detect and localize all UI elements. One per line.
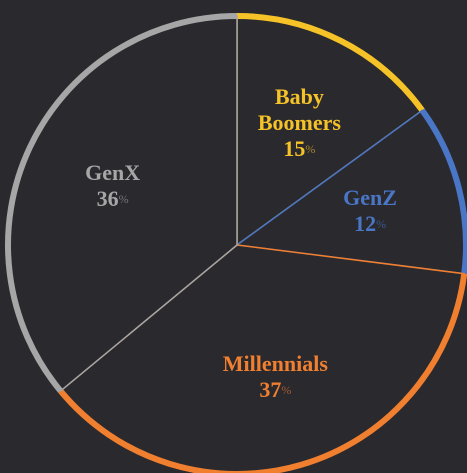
slice-label: GenZ 12% (305, 185, 435, 237)
value-label: 36% (48, 186, 178, 212)
slice-rim (58, 273, 467, 473)
slice-rim (419, 108, 467, 275)
slice-rim (236, 13, 425, 113)
slice-rim (5, 13, 238, 393)
slice-label: GenX 36% (48, 160, 178, 212)
category-name: GenZ (343, 184, 397, 210)
category-name: GenX (85, 160, 141, 186)
value-unit: % (118, 192, 129, 207)
value-label: 12% (305, 211, 435, 237)
value-number: 37 (259, 376, 282, 402)
value-unit: % (376, 216, 387, 231)
value-unit: % (281, 382, 292, 397)
category-name: Baby Boomers (257, 83, 341, 135)
value-number: 36 (96, 186, 119, 212)
value-label: 15% (234, 136, 364, 162)
value-number: 15 (283, 135, 306, 161)
slice-label: Baby Boomers 15% (234, 84, 364, 162)
category-name: Millennials (222, 350, 328, 376)
value-number: 12 (354, 210, 377, 236)
value-unit: % (305, 141, 316, 156)
slice-label: Millennials 37% (210, 351, 340, 403)
value-label: 37% (210, 377, 340, 403)
